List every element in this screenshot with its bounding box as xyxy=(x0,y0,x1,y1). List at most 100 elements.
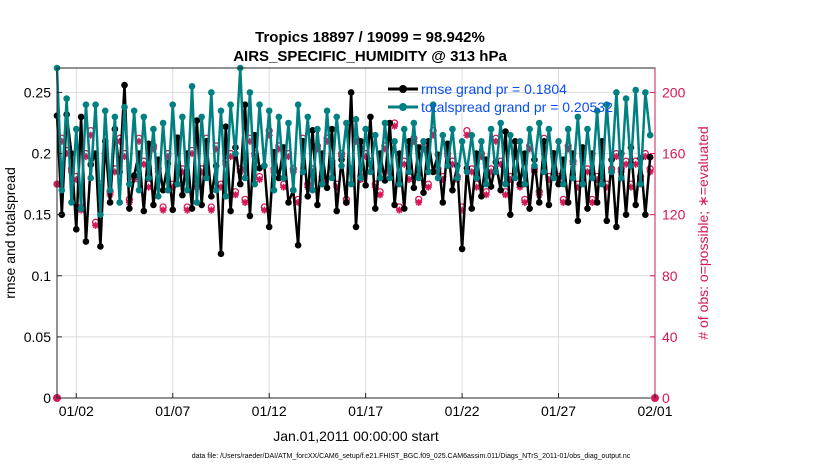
obs-evaluated-point xyxy=(612,153,620,161)
x-tick-label: 01/22 xyxy=(445,403,480,419)
spread-point xyxy=(140,113,148,121)
spread-point xyxy=(241,174,249,182)
y-axis-label-right: # of obs: o=possible; ∗=evaluated xyxy=(695,126,711,339)
rmse-point xyxy=(507,211,514,218)
spread-point xyxy=(569,174,577,182)
spread-point xyxy=(188,83,196,90)
spread-point xyxy=(111,113,119,121)
spread-point xyxy=(632,86,640,94)
spread-point xyxy=(627,162,635,170)
spread-line xyxy=(55,66,652,216)
rmse-point xyxy=(222,123,230,130)
rmse-point xyxy=(236,180,244,188)
spread-point xyxy=(376,174,384,182)
spread-point xyxy=(526,125,533,133)
spread-point xyxy=(371,131,379,139)
rmse-point xyxy=(333,207,341,215)
obs-evaluated-point xyxy=(588,198,596,206)
rmse-point xyxy=(241,101,249,108)
rmse-point xyxy=(367,113,374,121)
spread-point xyxy=(328,174,336,182)
spread-point xyxy=(309,186,316,194)
spread-point xyxy=(150,125,157,133)
rmse-point xyxy=(159,186,167,194)
plot-area xyxy=(53,64,659,402)
x-tick-label: 01/12 xyxy=(252,403,287,419)
spread-point xyxy=(154,193,162,200)
spread-point xyxy=(560,180,567,188)
rmse-point xyxy=(371,205,379,212)
spread-point xyxy=(212,186,220,194)
rmse-point xyxy=(140,207,148,215)
spread-point xyxy=(531,162,538,170)
spread-point xyxy=(381,119,389,127)
spread-point xyxy=(400,125,408,133)
rmse-point xyxy=(352,223,360,231)
spread-point xyxy=(130,107,138,115)
y-axis-left: 0 0.05 0.1 0.15 0.2 0.25 xyxy=(24,84,62,406)
rmse-point xyxy=(188,205,196,212)
rmse-point xyxy=(410,184,418,192)
spread-point xyxy=(343,119,350,127)
rmse-point xyxy=(106,199,114,206)
spread-point xyxy=(135,186,143,194)
x-tick-label: 01/07 xyxy=(155,403,190,419)
spread-point xyxy=(227,101,234,108)
rmse-point xyxy=(497,186,504,194)
obs-evaluated-point xyxy=(207,206,215,214)
spread-point xyxy=(425,168,432,176)
rmse-point xyxy=(439,199,447,206)
spread-point xyxy=(608,168,615,176)
rmse-point xyxy=(265,223,273,231)
spread-point xyxy=(270,186,278,194)
spread-point xyxy=(58,186,66,194)
spread-point xyxy=(72,125,80,133)
spread-point xyxy=(617,174,625,182)
rmse-point xyxy=(275,174,283,182)
spread-point xyxy=(222,193,230,200)
spread-point xyxy=(318,180,326,188)
rmse-point xyxy=(126,205,133,212)
spread-point xyxy=(550,174,558,182)
rmse-point xyxy=(458,245,466,253)
spread-point xyxy=(584,125,591,133)
rmse-point xyxy=(121,81,128,89)
rmse-point xyxy=(150,201,157,209)
rmse-point xyxy=(400,205,408,212)
rmse-point xyxy=(97,243,104,250)
legend-rmse-label: rmse grand pr = 0.1804 xyxy=(421,81,567,97)
spread-point xyxy=(589,174,596,182)
rmse-point xyxy=(632,201,640,209)
obs-evaluated-point xyxy=(159,206,167,214)
spread-point xyxy=(535,119,543,127)
spread-point xyxy=(492,168,500,176)
legend: rmse grand pr = 0.1804 totalspread grand… xyxy=(388,81,613,115)
spread-point xyxy=(203,174,210,182)
spread-point xyxy=(603,101,611,108)
spread-point xyxy=(290,186,297,194)
spread-point xyxy=(299,168,307,176)
rmse-point xyxy=(323,184,331,192)
spread-point xyxy=(497,119,504,127)
spread-point xyxy=(92,101,99,108)
spread-point xyxy=(261,162,268,170)
chart-title-line1: Tropics 18897 / 19099 = 98.942% xyxy=(255,29,485,46)
spread-point xyxy=(449,125,456,133)
spread-point xyxy=(511,174,519,182)
obs-evaluated-point xyxy=(622,160,630,168)
spread-point xyxy=(121,103,128,111)
spread-point xyxy=(613,89,620,96)
rmse-point xyxy=(130,172,138,179)
spread-point xyxy=(362,125,369,133)
rmse-point xyxy=(72,226,80,233)
rmse-point xyxy=(343,199,350,206)
y-tick-label-left: 0.1 xyxy=(32,268,52,284)
spread-point xyxy=(410,119,418,127)
rmse-point xyxy=(217,250,225,258)
spread-point xyxy=(164,186,172,194)
spread-point xyxy=(333,113,341,121)
rmse-point xyxy=(478,193,485,200)
spread-point xyxy=(367,168,374,176)
spread-point xyxy=(482,180,490,188)
rmse-point xyxy=(391,201,398,209)
